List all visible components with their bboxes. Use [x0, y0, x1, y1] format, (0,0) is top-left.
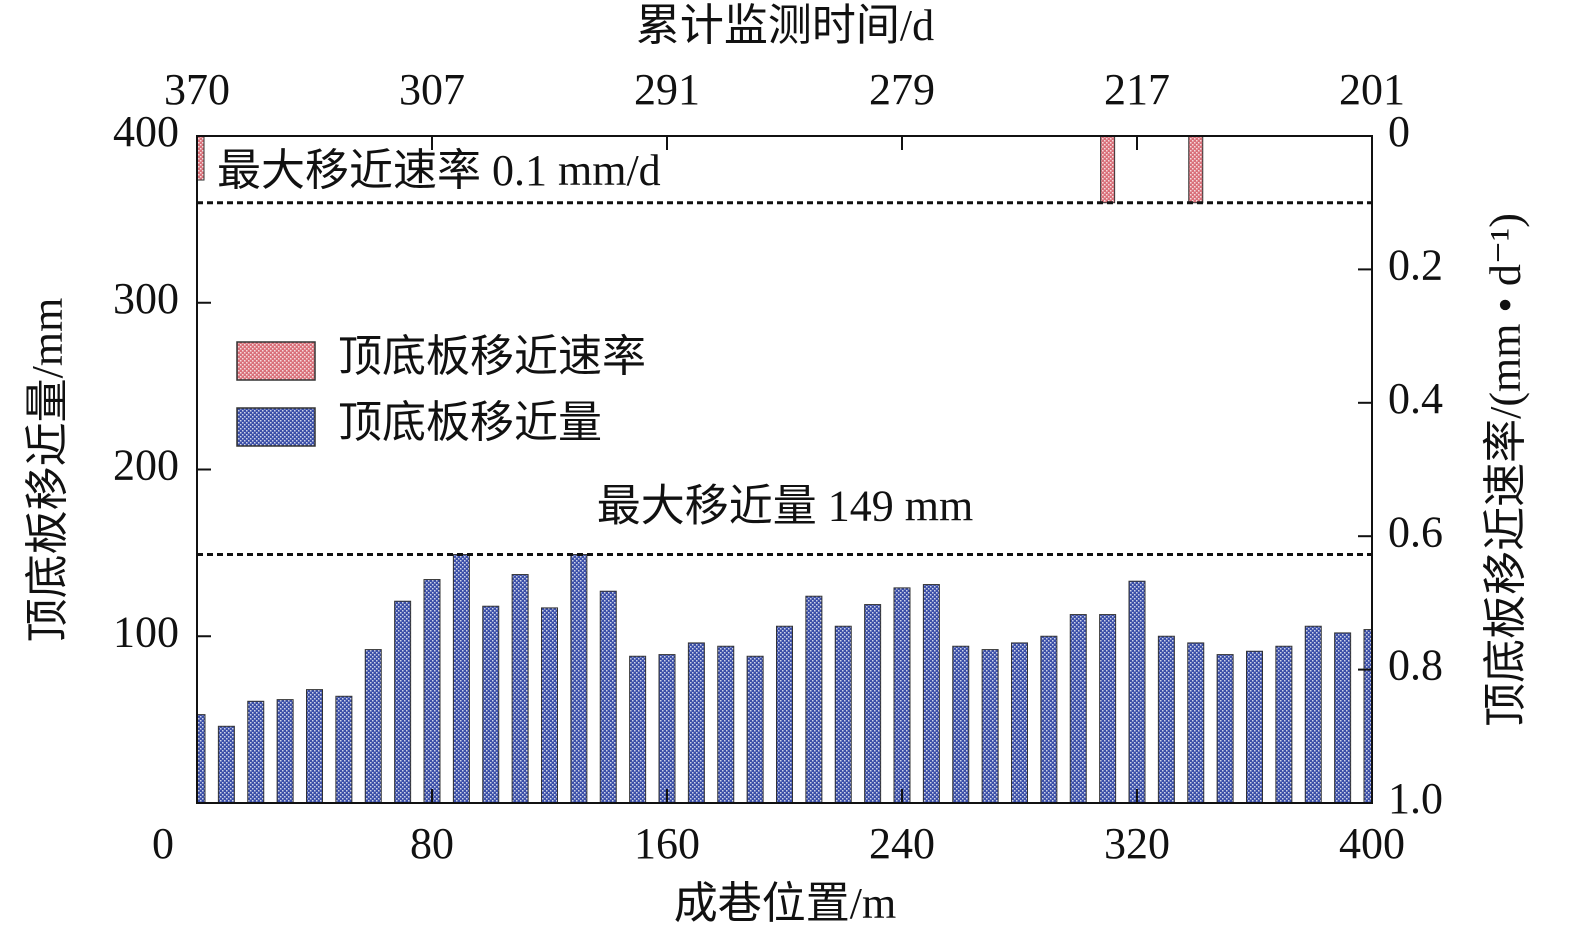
bar	[570, 554, 588, 803]
bar	[1011, 642, 1028, 803]
bar	[805, 595, 823, 803]
bar	[922, 584, 940, 803]
x-tick-label: 160	[634, 819, 700, 868]
bar	[1363, 629, 1372, 803]
bar	[541, 607, 558, 803]
bar	[1128, 580, 1146, 803]
bar	[197, 136, 205, 181]
x2-tick-label: 279	[869, 65, 935, 114]
bar	[893, 587, 911, 803]
bar	[1216, 654, 1234, 803]
bar	[746, 655, 764, 803]
y2-axis-label: 顶底板移近速率/(mm • d⁻¹)	[1481, 213, 1530, 727]
bar	[1275, 645, 1293, 803]
legend-label: 顶底板移近量	[338, 398, 602, 447]
x-tick-label: 0	[152, 819, 174, 868]
bar	[511, 574, 529, 803]
y2-tick-label: 0	[1388, 107, 1410, 156]
bar	[306, 689, 323, 803]
x2-tick-label: 217	[1104, 65, 1170, 114]
y-tick-label: 100	[113, 607, 179, 656]
bar	[717, 645, 735, 803]
bar	[1188, 136, 1204, 204]
y-tick-label: 400	[113, 107, 179, 156]
bar	[335, 695, 353, 803]
y2-tick-label: 0.4	[1388, 374, 1443, 423]
plot-area	[197, 136, 1372, 803]
bar	[364, 649, 382, 803]
bar	[1304, 625, 1322, 803]
bar	[864, 604, 882, 803]
y2-tick-label: 0.8	[1388, 641, 1443, 690]
bar	[276, 699, 294, 803]
bar	[952, 645, 970, 803]
bar	[1040, 635, 1058, 803]
bar	[834, 625, 852, 803]
bar	[423, 579, 441, 803]
x-axis-label: 成巷位置/m	[674, 879, 896, 928]
legend-swatch	[236, 341, 316, 381]
bar	[197, 714, 206, 803]
x-tick-label: 80	[410, 819, 454, 868]
bar	[629, 655, 647, 803]
x2-tick-label: 291	[634, 65, 700, 114]
legend-swatch	[236, 407, 316, 447]
x2-axis-label: 累计监测时间/d	[636, 1, 934, 50]
x2-tick-label: 370	[164, 65, 230, 114]
x2-tick-label: 307	[399, 65, 465, 114]
y2-tick-label: 0.2	[1388, 240, 1443, 289]
bar	[1069, 614, 1087, 803]
bar	[1246, 650, 1263, 803]
bar	[217, 725, 235, 803]
bar	[1099, 614, 1117, 803]
annotation: 最大移近量 149 mm	[597, 482, 973, 531]
bar	[687, 642, 705, 803]
x2-tick-label: 201	[1339, 65, 1405, 114]
bar	[1100, 136, 1116, 204]
y-tick-label: 300	[113, 274, 179, 323]
bar	[394, 600, 412, 803]
bar	[452, 554, 470, 803]
y2-tick-label: 1.0	[1388, 774, 1443, 823]
bar	[1334, 632, 1352, 803]
y2-tick-label: 0.6	[1388, 507, 1443, 556]
legend-label: 顶底板移近速率	[338, 332, 646, 381]
bar	[247, 700, 265, 803]
x-tick-label: 240	[869, 819, 935, 868]
annotation: 最大移近速率 0.1 mm/d	[217, 146, 661, 195]
bar	[981, 649, 999, 803]
bar	[658, 654, 676, 803]
bar	[599, 590, 617, 803]
y-axis-label: 顶底板移近量/mm	[23, 298, 72, 643]
x-tick-label: 320	[1104, 819, 1170, 868]
bar	[1187, 642, 1205, 803]
x-tick-label: 400	[1339, 819, 1405, 868]
y-tick-label: 200	[113, 441, 179, 490]
bar	[1157, 635, 1175, 803]
bar	[776, 625, 793, 803]
bar	[482, 605, 500, 803]
